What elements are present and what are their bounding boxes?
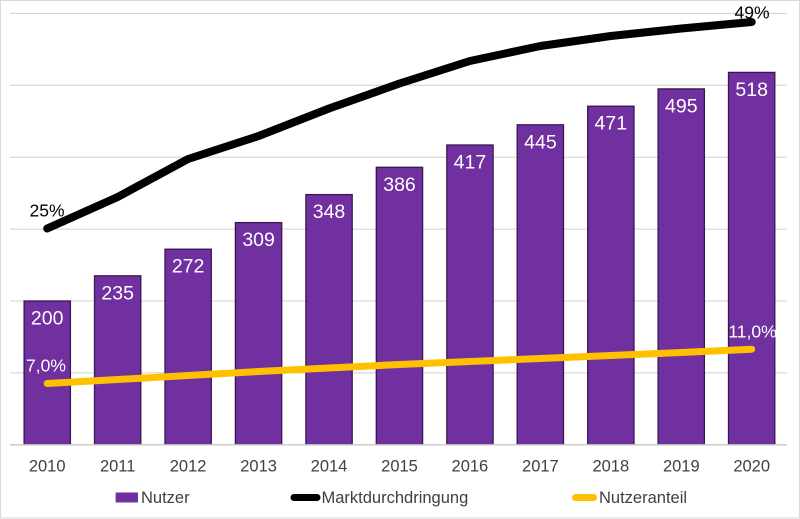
svg-text:417: 417: [454, 152, 487, 174]
svg-text:272: 272: [172, 256, 205, 278]
svg-text:235: 235: [101, 282, 134, 304]
svg-text:348: 348: [313, 201, 346, 223]
svg-text:2011: 2011: [100, 458, 135, 476]
svg-text:2017: 2017: [522, 458, 559, 476]
svg-text:386: 386: [383, 174, 416, 196]
svg-text:2014: 2014: [311, 458, 348, 476]
svg-text:2015: 2015: [381, 458, 418, 476]
svg-text:2019: 2019: [663, 458, 700, 476]
svg-text:2010: 2010: [29, 458, 66, 476]
svg-text:445: 445: [524, 131, 557, 153]
svg-text:2018: 2018: [592, 458, 629, 476]
svg-text:495: 495: [665, 95, 698, 117]
svg-text:471: 471: [595, 113, 628, 135]
svg-text:Marktdurchdringung: Marktdurchdringung: [322, 489, 469, 507]
svg-text:Nutzeranteil: Nutzeranteil: [599, 489, 687, 507]
svg-text:2020: 2020: [733, 458, 770, 476]
svg-text:200: 200: [31, 308, 64, 330]
svg-text:Nutzer: Nutzer: [141, 489, 190, 507]
svg-text:2016: 2016: [452, 458, 489, 476]
svg-text:11,0%: 11,0%: [728, 322, 776, 342]
svg-text:518: 518: [735, 79, 768, 101]
svg-text:49%: 49%: [734, 3, 769, 23]
svg-text:7,0%: 7,0%: [26, 356, 66, 376]
svg-text:2012: 2012: [170, 458, 207, 476]
svg-text:2013: 2013: [240, 458, 277, 476]
svg-text:309: 309: [242, 229, 275, 251]
svg-text:25%: 25%: [29, 201, 64, 221]
